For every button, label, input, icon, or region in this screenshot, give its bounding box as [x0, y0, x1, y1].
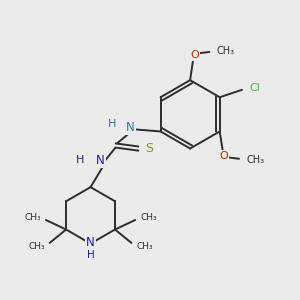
Text: N: N: [96, 154, 105, 167]
Text: CH₃: CH₃: [24, 213, 41, 222]
Text: CH₃: CH₃: [136, 242, 153, 251]
Text: N: N: [86, 236, 95, 249]
Text: CH₃: CH₃: [140, 213, 157, 222]
Text: O: O: [220, 151, 229, 161]
Text: H: H: [87, 250, 94, 260]
Text: N: N: [126, 121, 135, 134]
Text: S: S: [145, 142, 153, 155]
Text: Cl: Cl: [249, 83, 260, 93]
Text: CH₃: CH₃: [247, 155, 265, 165]
Text: CH₃: CH₃: [28, 242, 45, 251]
Text: CH₃: CH₃: [217, 46, 235, 56]
Text: O: O: [190, 50, 199, 60]
Text: H: H: [107, 119, 116, 129]
Text: H: H: [76, 155, 85, 165]
